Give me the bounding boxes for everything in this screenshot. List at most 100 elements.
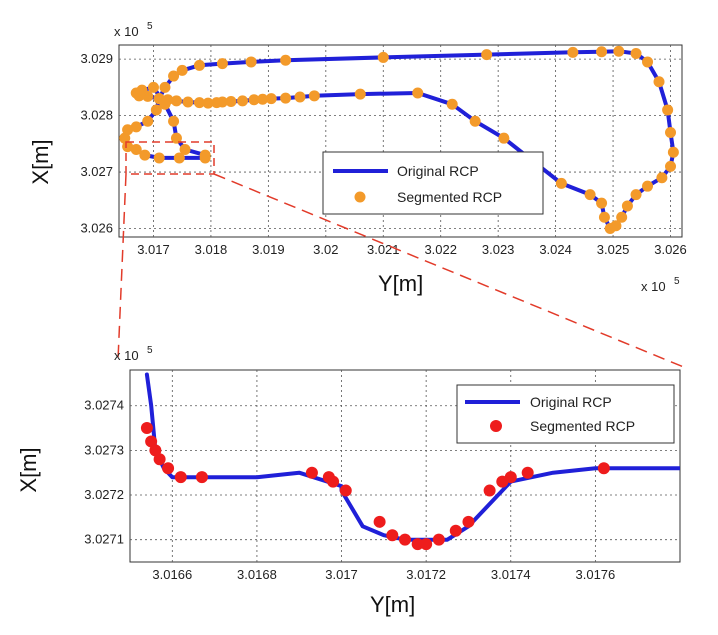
c2-segmented-rcp-point bbox=[305, 466, 318, 479]
zoom-y-exponent-power: 5 bbox=[147, 345, 153, 356]
c2-segmented-rcp-point bbox=[432, 533, 445, 546]
c1-segmented-rcp-point bbox=[176, 64, 188, 76]
c1-segmented-rcp-point bbox=[136, 84, 148, 96]
c1-segmented-rcp-point bbox=[130, 143, 142, 155]
c1-segmented-rcp-point bbox=[630, 47, 642, 59]
zoom-tick-labels: 3.0166 3.0168 3.017 3.0172 3.0174 3.0176 3.027… bbox=[84, 398, 615, 582]
c2-x-tick-label: 3.0176 bbox=[576, 567, 616, 582]
c1-segmented-rcp-point bbox=[122, 124, 134, 136]
c2-x-tick-label: 3.017 bbox=[325, 567, 358, 582]
c1-segmented-rcp-point bbox=[257, 93, 269, 105]
c2-segmented-rcp-point bbox=[597, 462, 610, 475]
c1-segmented-rcp-point bbox=[173, 152, 185, 164]
overview-legend-label-original: Original RCP bbox=[397, 163, 479, 179]
c1-segmented-rcp-point bbox=[225, 95, 237, 107]
overview-legend-box bbox=[322, 151, 544, 215]
c2-series-group bbox=[140, 372, 680, 551]
overview-y-axis-label: X[m] bbox=[28, 139, 53, 184]
overview-x-exponent-power: 5 bbox=[674, 276, 680, 287]
c2-segmented-rcp-point bbox=[153, 453, 166, 466]
c2-y-tick-label: 3.0272 bbox=[84, 487, 124, 502]
c2-segmented-rcp-point bbox=[140, 422, 153, 435]
c1-x-tick-label: 3.02 bbox=[313, 242, 338, 257]
c1-segmented-rcp-point bbox=[665, 160, 677, 172]
c1-segmented-rcp-point bbox=[179, 143, 191, 155]
c1-y-tick-label: 3.026 bbox=[80, 221, 113, 236]
c1-segmented-rcp-point bbox=[469, 115, 481, 127]
c2-original-rcp-line bbox=[144, 372, 680, 542]
c2-y-tick-label: 3.0274 bbox=[84, 398, 124, 413]
c1-segmented-rcp-point bbox=[119, 132, 131, 144]
c1-x-tick-label: 3.022 bbox=[424, 242, 457, 257]
c1-series-group bbox=[119, 45, 679, 235]
c1-x-tick-label: 3.025 bbox=[597, 242, 630, 257]
c1-x-tick-label: 3.017 bbox=[137, 242, 170, 257]
c1-x-tick-label: 3.023 bbox=[482, 242, 515, 257]
c2-x-tick-label: 3.0168 bbox=[237, 567, 277, 582]
c1-segmented-rcp-point bbox=[142, 115, 154, 127]
c1-segmented-rcp-point bbox=[168, 70, 180, 82]
c1-segmented-rcp-point bbox=[354, 88, 366, 100]
c1-segmented-rcp-point bbox=[662, 104, 674, 116]
c2-segmented-rcp-point bbox=[411, 538, 424, 551]
c1-segmented-rcp-point bbox=[199, 149, 211, 161]
c1-segmented-rcp-point bbox=[308, 90, 320, 102]
c1-segmented-rcp-point bbox=[596, 197, 608, 209]
zoom-region-box bbox=[125, 141, 215, 175]
c1-y-tick-label: 3.027 bbox=[80, 164, 113, 179]
c2-segmented-rcp-point bbox=[373, 515, 386, 528]
overview-x-exponent: x 10 bbox=[641, 279, 666, 294]
c1-segmented-rcp-point bbox=[147, 81, 159, 93]
c1-segmented-rcp-point bbox=[555, 177, 567, 189]
c2-segmented-rcp-point bbox=[174, 471, 187, 484]
c2-x-tick-label: 3.0174 bbox=[491, 567, 531, 582]
c1-segmented-rcp-point bbox=[665, 127, 677, 139]
c2-x-tick-label: 3.0172 bbox=[406, 567, 446, 582]
c2-segmented-rcp-point bbox=[504, 471, 517, 484]
c1-x-tick-label: 3.026 bbox=[654, 242, 687, 257]
c2-segmented-rcp-point bbox=[449, 524, 462, 537]
overview-legend-point-swatch bbox=[354, 191, 366, 203]
c2-x-tick-label: 3.0166 bbox=[152, 567, 192, 582]
zoom-legend-label-original: Original RCP bbox=[530, 394, 612, 410]
zoom-legend-box bbox=[456, 384, 675, 444]
c2-segmented-rcp-point bbox=[521, 466, 534, 479]
c1-segmented-rcp-point bbox=[193, 97, 205, 109]
zoom-y-axis-label: X[m] bbox=[16, 447, 41, 492]
zoom-indicator bbox=[117, 141, 687, 369]
c1-segmented-rcp-point bbox=[642, 56, 654, 68]
c1-segmented-rcp-point bbox=[168, 115, 180, 127]
c1-segmented-rcp-point bbox=[616, 211, 628, 223]
c1-segmented-rcp-point bbox=[265, 93, 277, 105]
c1-y-tick-label: 3.028 bbox=[80, 108, 113, 123]
c2-segmented-rcp-point bbox=[162, 462, 175, 475]
zoom-connector-right bbox=[213, 173, 687, 369]
c1-x-tick-label: 3.018 bbox=[195, 242, 228, 257]
c1-segmented-rcp-point bbox=[237, 95, 249, 107]
c2-segmented-rcp-point bbox=[386, 529, 399, 542]
overview-tick-labels: 3.017 3.018 3.019 3.02 3.021 3.022 3.023 3.024 3… bbox=[80, 51, 686, 257]
c1-x-tick-label: 3.019 bbox=[252, 242, 285, 257]
c2-segmented-rcp-point bbox=[420, 538, 433, 551]
c1-segmented-rcp-point bbox=[412, 87, 424, 99]
c2-segmented-rcp-point bbox=[399, 533, 411, 546]
c2-segmented-rcp-point bbox=[327, 475, 340, 488]
c1-x-tick-label: 3.024 bbox=[539, 242, 572, 257]
c1-segmented-rcp-point bbox=[245, 56, 257, 68]
c1-segmented-rcp-point bbox=[377, 51, 389, 63]
overview-y-exponent: x 10 bbox=[114, 24, 139, 39]
c1-segmented-rcp-point bbox=[193, 59, 205, 71]
c1-segmented-rcp-point bbox=[280, 54, 292, 66]
c2-y-tick-label: 3.0273 bbox=[84, 442, 124, 457]
zoom-legend-label-segmented: Segmented RCP bbox=[530, 418, 635, 434]
c2-segmented-rcp-point bbox=[339, 484, 352, 497]
c1-segmented-rcp-point bbox=[598, 211, 610, 223]
c1-segmented-rcp-point bbox=[294, 91, 306, 103]
c1-segmented-rcp-point bbox=[170, 95, 182, 107]
zoom-x-axis-label: Y[m] bbox=[370, 592, 415, 617]
c1-segmented-rcp-point bbox=[604, 223, 616, 235]
c1-segmented-rcp-point bbox=[170, 132, 182, 144]
zoom-series bbox=[140, 372, 680, 551]
c1-segmented-rcp-point bbox=[153, 152, 165, 164]
